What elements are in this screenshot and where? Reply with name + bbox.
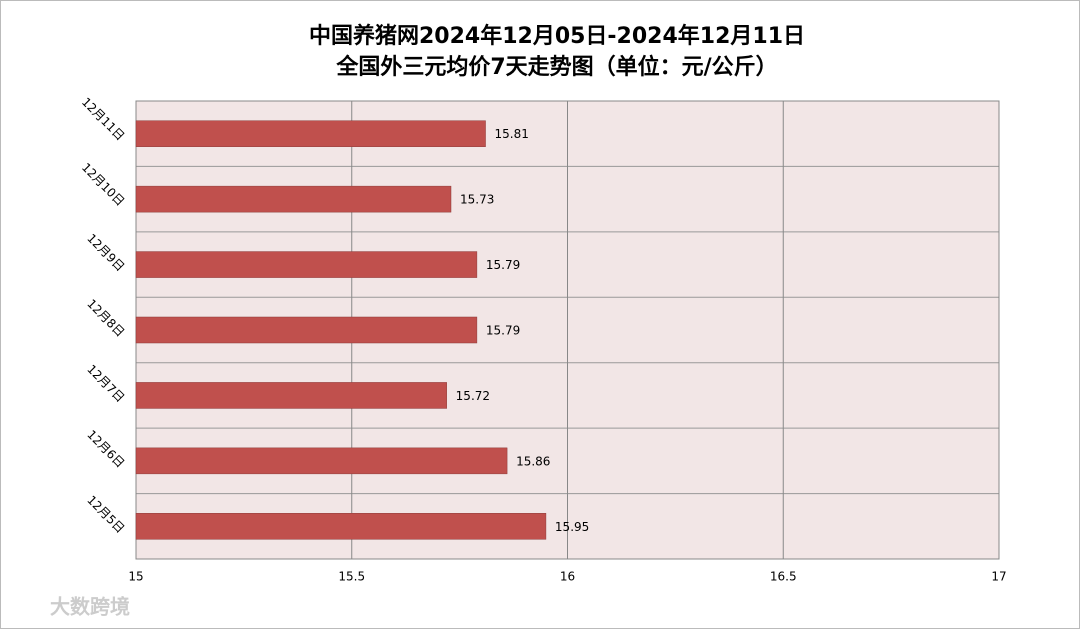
value-label: 15.79 xyxy=(486,258,520,272)
chart-subtitle: 全国外三元均价7天走势图（单位：元/公斤） xyxy=(335,54,777,80)
watermark: 大数跨境 xyxy=(50,595,130,619)
bar xyxy=(135,185,452,213)
bar xyxy=(135,316,478,344)
value-label: 15.95 xyxy=(555,520,589,534)
value-label: 15.81 xyxy=(495,127,529,141)
x-tick-label: 16 xyxy=(560,570,575,584)
x-tick-label: 15 xyxy=(128,570,143,584)
value-label: 15.86 xyxy=(516,454,550,468)
bar xyxy=(135,251,478,278)
bar xyxy=(135,120,486,147)
value-label: 15.73 xyxy=(460,193,494,207)
x-tick-label: 17 xyxy=(991,570,1006,584)
x-tick-label: 16.5 xyxy=(770,570,797,584)
value-label: 15.72 xyxy=(456,389,490,403)
x-tick-label: 15.5 xyxy=(338,570,365,584)
bar xyxy=(135,513,547,540)
chart-title: 中国养猪网2024年12月05日-2024年12月11日 xyxy=(309,23,805,49)
bar xyxy=(135,447,508,475)
value-label: 15.79 xyxy=(486,324,520,338)
bar xyxy=(135,382,447,409)
